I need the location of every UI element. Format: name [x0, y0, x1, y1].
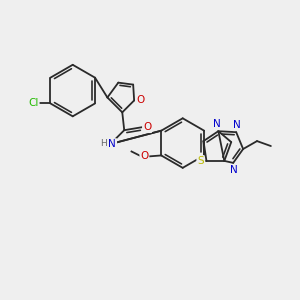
Text: S: S [197, 156, 204, 166]
Text: N: N [233, 120, 241, 130]
Text: N: N [214, 119, 221, 129]
Text: N: N [230, 165, 238, 175]
Text: Cl: Cl [28, 98, 39, 108]
Text: O: O [143, 122, 151, 132]
Text: O: O [140, 152, 148, 161]
Text: N: N [109, 139, 116, 149]
Text: H: H [100, 139, 107, 148]
Text: O: O [136, 95, 144, 106]
